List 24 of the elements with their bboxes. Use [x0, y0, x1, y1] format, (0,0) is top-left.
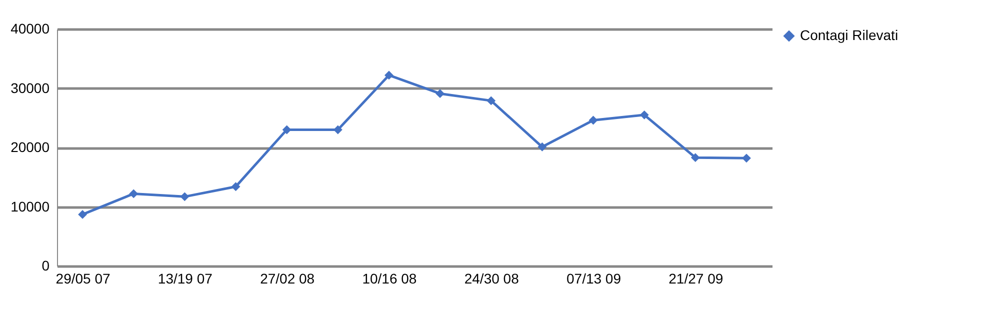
- point: [231, 182, 240, 192]
- x-tick-label: 10/16 08: [362, 270, 417, 286]
- x-tick-label: 21/27 09: [668, 270, 724, 286]
- point: [640, 110, 649, 120]
- point: [180, 192, 190, 202]
- x-tick-label: 24/30 08: [464, 270, 520, 286]
- point: [486, 96, 496, 106]
- y-tick-label: 20000: [10, 139, 50, 155]
- y-tick-label: 0: [42, 258, 50, 274]
- legend-label: Contagi Rilevati: [800, 27, 898, 43]
- y-tick-label: 30000: [10, 80, 50, 96]
- point: [538, 142, 547, 152]
- point: [78, 210, 88, 219]
- point: [588, 116, 598, 125]
- x-tick-label: 27/02 08: [260, 270, 315, 286]
- x-tick-label: 29/05 07: [56, 270, 110, 286]
- point: [129, 189, 138, 198]
- point: [436, 89, 445, 98]
- point: [690, 153, 700, 162]
- x-tick-label: 07/13 09: [566, 270, 622, 286]
- y-tick-label: 40000: [10, 20, 50, 36]
- y-tick-label: 10000: [10, 198, 50, 214]
- point: [384, 70, 394, 80]
- x-tick-label: 13/19 07: [158, 270, 213, 286]
